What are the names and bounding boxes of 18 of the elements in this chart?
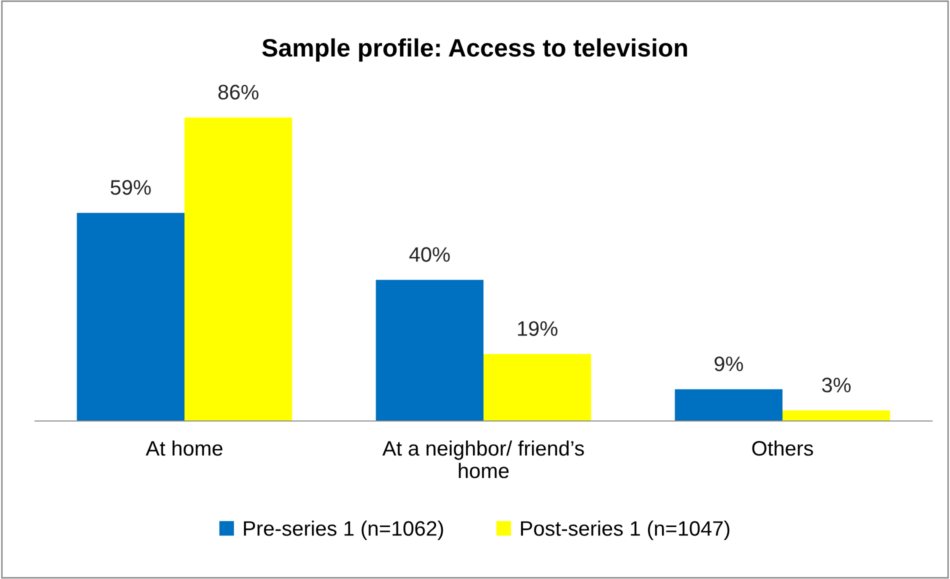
data-label: 9%: [714, 356, 743, 372]
bar: [674, 389, 782, 421]
data-label: 3%: [822, 378, 851, 392]
chart-title: Sample profile: Access to television: [262, 38, 687, 62]
data-label: 59%: [110, 180, 151, 195]
x-tick-label: At home: [146, 440, 222, 456]
data-label: 40%: [409, 247, 450, 262]
legend-label: Post-series 1 (n=1047): [521, 520, 730, 540]
bar: [76, 212, 184, 421]
bar: [484, 354, 592, 421]
x-tick-label: Others: [752, 440, 814, 456]
data-label: 86%: [218, 84, 258, 100]
bar: [782, 410, 890, 421]
x-tick-label: At a neighbor/ friend’s home: [382, 440, 584, 478]
bar: [376, 280, 484, 421]
legend-label: Pre-series 1 (n=1062): [244, 520, 444, 540]
data-label: 19%: [518, 321, 558, 336]
bar: [184, 118, 292, 421]
